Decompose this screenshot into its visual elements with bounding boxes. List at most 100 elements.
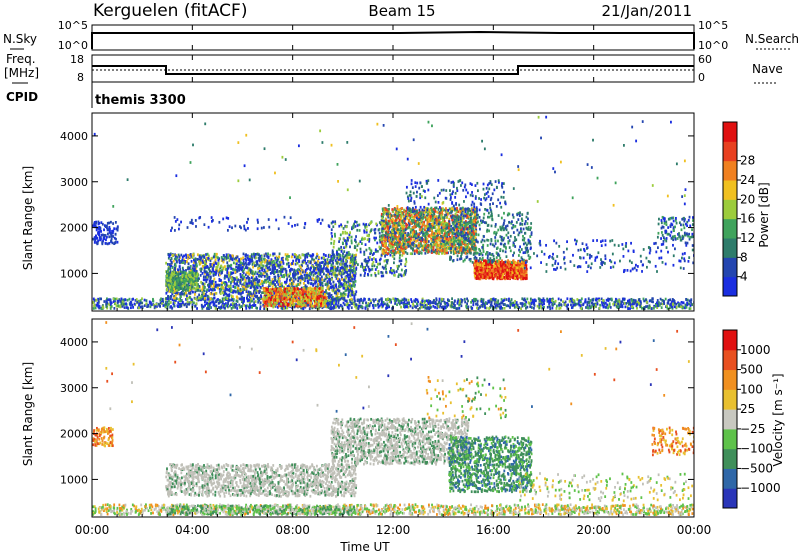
power-cell: [233, 257, 236, 261]
power-cell: [319, 283, 322, 287]
power-cell: [636, 306, 638, 310]
power-cell: [335, 288, 338, 292]
power-cell: [352, 302, 355, 306]
power-cell: [279, 266, 282, 270]
power-cell: [602, 301, 605, 305]
power-cell: [203, 297, 206, 300]
power-cell: [190, 254, 192, 258]
power-cell: [132, 297, 135, 301]
power-cell: [513, 303, 516, 307]
power-cell: [195, 264, 198, 268]
power-cell: [129, 303, 132, 306]
power-cell: [122, 303, 125, 306]
power-cell: [327, 284, 330, 288]
power-cell: [228, 287, 231, 290]
power-cell: [339, 272, 342, 275]
power-cell: [237, 278, 240, 282]
power-cell: [271, 271, 273, 275]
power-cell: [322, 266, 325, 270]
power-cell: [383, 302, 386, 306]
power-cell: [312, 304, 314, 308]
power-cell: [529, 297, 532, 301]
power-cell: [302, 281, 305, 285]
power-cell: [351, 290, 354, 294]
power-cell: [285, 279, 288, 283]
power-cell: [243, 288, 246, 291]
power-cell: [245, 290, 248, 294]
power-cell: [278, 289, 281, 293]
power-cell: [176, 278, 179, 282]
power-cell: [328, 275, 331, 278]
power-cell: [218, 270, 220, 274]
power-cell: [244, 273, 247, 277]
power-cell: [254, 303, 257, 307]
power-cell: [526, 297, 529, 301]
power-cell: [274, 283, 276, 286]
power-cell: [272, 296, 275, 300]
power-cell: [261, 284, 264, 287]
power-cell: [187, 257, 189, 260]
power-cell: [352, 280, 355, 284]
power-cell: [219, 307, 222, 310]
power-cell: [272, 280, 274, 284]
power-cell: [501, 306, 504, 310]
power-cell: [596, 302, 599, 306]
power-cell: [677, 301, 679, 305]
power-cell: [317, 267, 320, 271]
power-cell: [252, 292, 255, 296]
power-cell: [272, 303, 274, 306]
power-cell: [608, 297, 611, 301]
power-cell: [275, 292, 278, 296]
power-cell: [248, 298, 251, 302]
power-cell: [380, 274, 383, 278]
power-cell: [638, 300, 641, 303]
power-cell: [626, 299, 629, 303]
power-cell: [579, 304, 582, 307]
power-cell: [333, 273, 336, 277]
power-cell: [177, 282, 180, 286]
power-cell: [225, 282, 228, 285]
power-cell: [370, 229, 372, 233]
power-cell: [262, 303, 265, 307]
power-cell: [254, 300, 257, 303]
power-cell: [106, 298, 109, 302]
power-cell: [277, 264, 280, 267]
power-cell: [173, 278, 176, 281]
power-cell: [240, 300, 243, 304]
power-cell: [287, 261, 290, 265]
power-cell: [206, 307, 208, 310]
power-cell: [316, 252, 318, 256]
power-cell: [285, 262, 288, 266]
power-cell: [248, 281, 251, 285]
power-cell: [256, 294, 259, 298]
power-cell: [339, 263, 342, 266]
power-cell: [174, 287, 177, 291]
power-cell: [336, 304, 339, 308]
power-cell: [183, 254, 185, 258]
power-cell: [342, 291, 345, 295]
power-cell: [494, 304, 497, 308]
power-cell: [242, 258, 245, 261]
power-cell: [287, 296, 290, 299]
power-cell: [340, 296, 343, 300]
power-cell: [306, 272, 308, 275]
power-cell: [320, 286, 323, 290]
power-cell: [277, 277, 280, 281]
power-cell: [354, 238, 357, 242]
power-cell: [229, 285, 232, 288]
power-cell: [391, 255, 394, 258]
power-cell: [173, 257, 176, 261]
power-cell: [353, 296, 356, 300]
power-cell: [187, 280, 190, 284]
power-cell: [239, 287, 242, 291]
power-cell: [187, 288, 189, 291]
power-cell: [602, 299, 605, 302]
power-cell: [271, 290, 274, 293]
power-cell: [459, 299, 461, 303]
power-cell: [278, 296, 281, 299]
power-cell: [263, 275, 266, 278]
power-cell: [431, 301, 434, 305]
power-cell: [171, 271, 173, 275]
power-cell: [613, 301, 616, 304]
power-cell: [601, 303, 604, 307]
